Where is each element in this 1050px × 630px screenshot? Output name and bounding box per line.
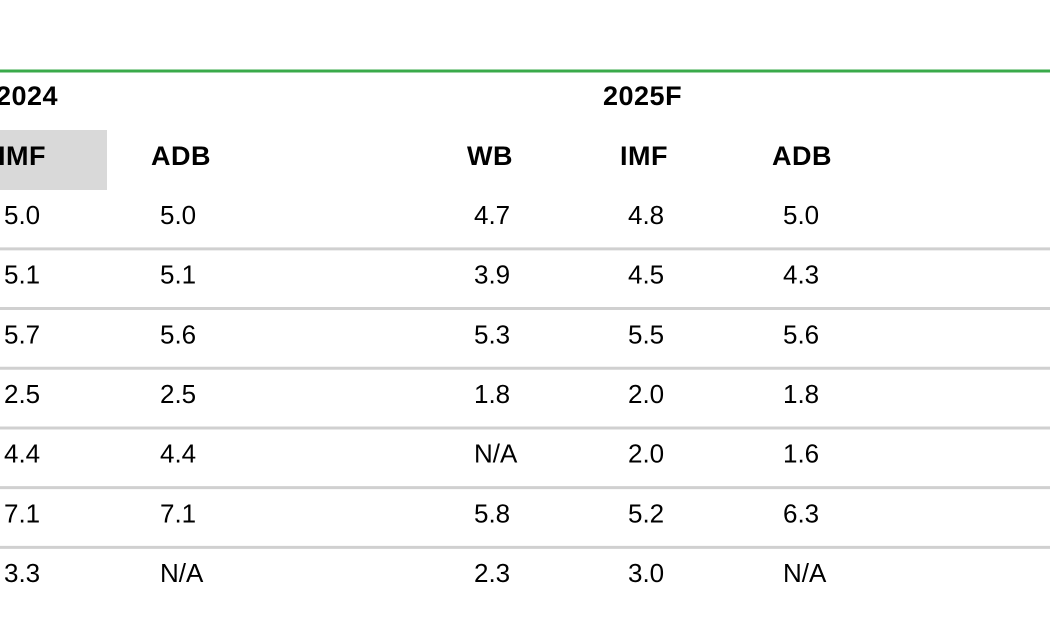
cell: 3.9	[474, 260, 510, 290]
cell: 5.8	[474, 498, 510, 528]
cell: 2.3	[474, 558, 510, 588]
cell: 4.7	[474, 200, 510, 230]
cell: 2.0	[628, 379, 664, 409]
cell: 5.0	[160, 200, 196, 230]
cell: 1.8	[783, 379, 819, 409]
cell: 5.5	[628, 319, 664, 349]
cell: N/A	[783, 558, 827, 588]
cell: 5.6	[160, 319, 196, 349]
cell: 1.6	[783, 439, 819, 469]
cell: 3.0	[628, 558, 664, 588]
cell: 4.8	[628, 200, 664, 230]
cell: 5.1	[4, 260, 40, 290]
cell: 5.6	[783, 319, 819, 349]
header-highlight	[0, 130, 107, 190]
cell: 5.1	[160, 260, 196, 290]
cell: 4.3	[783, 260, 819, 290]
cell: 4.4	[160, 439, 196, 469]
column-header: IMF	[620, 141, 668, 171]
cell: 3.3	[4, 558, 40, 588]
cell: N/A	[474, 439, 518, 469]
cell: 7.1	[4, 498, 40, 528]
cell: N/A	[160, 558, 204, 588]
cell: 2.5	[4, 379, 40, 409]
cell: 7.1	[160, 498, 196, 528]
cell: 5.7	[4, 319, 40, 349]
cell: 5.2	[628, 498, 664, 528]
column-header: ADB	[151, 141, 211, 171]
cell: 6.3	[783, 498, 819, 528]
cell: 5.3	[474, 319, 510, 349]
cell: 5.0	[4, 200, 40, 230]
cell: 4.5	[628, 260, 664, 290]
column-header: ADB	[772, 141, 832, 171]
cell: 4.4	[4, 439, 40, 469]
cell: 5.0	[783, 200, 819, 230]
cell: 2.0	[628, 439, 664, 469]
column-header: IMF	[0, 141, 46, 171]
cell: 2.5	[160, 379, 196, 409]
cell: 1.8	[474, 379, 510, 409]
year-header: 2025F	[603, 81, 682, 111]
year-header: 2024	[0, 81, 58, 111]
column-header: WB	[467, 141, 513, 171]
